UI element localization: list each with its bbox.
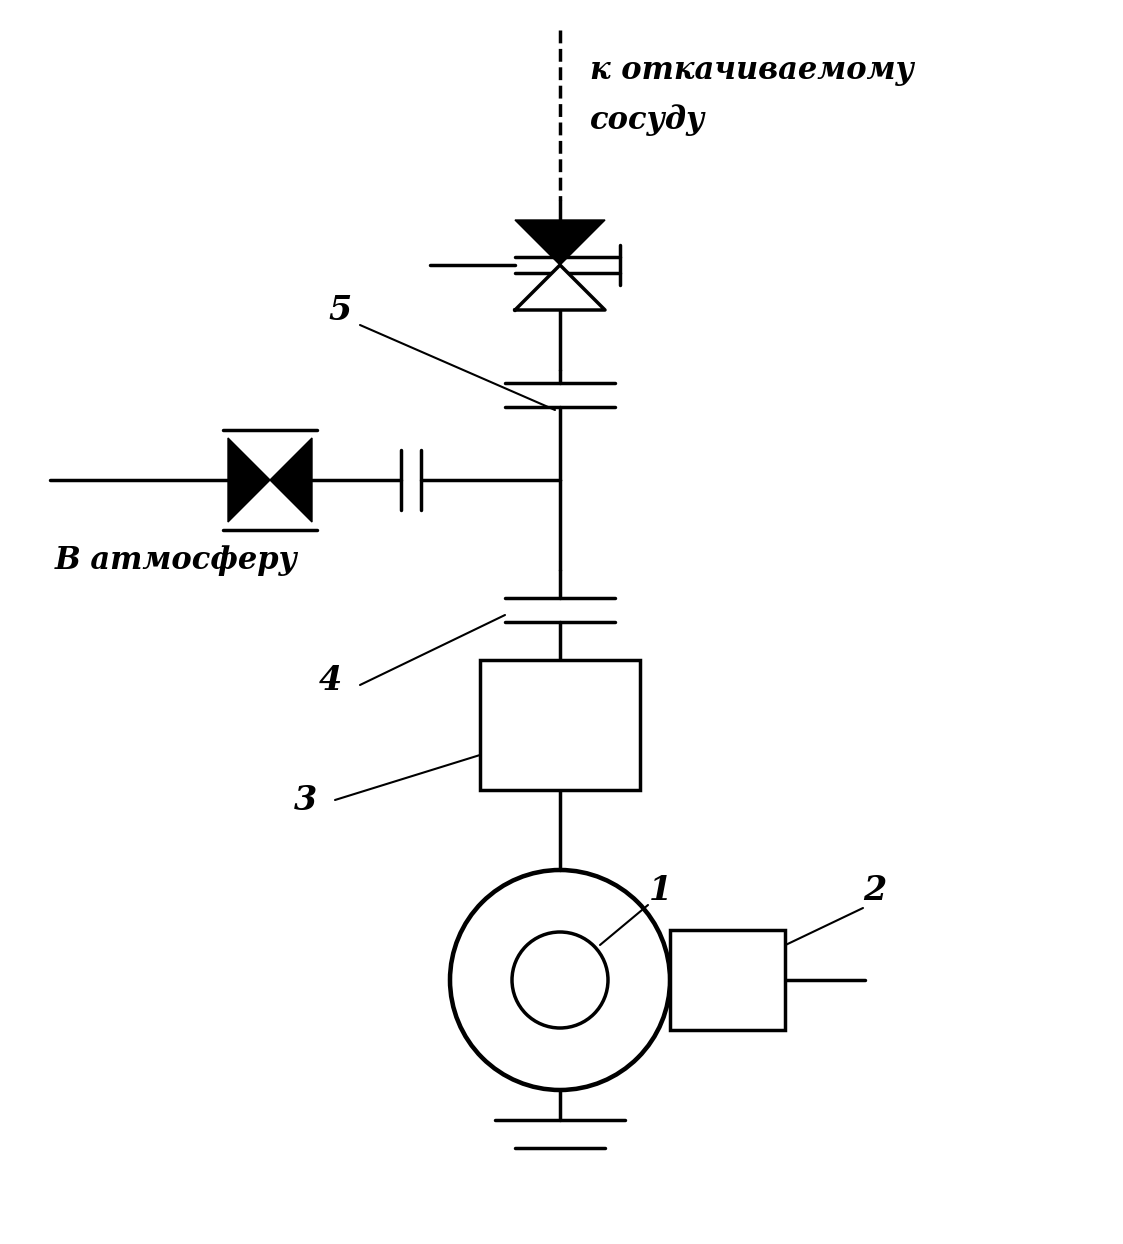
Text: 5: 5 xyxy=(328,294,351,326)
Text: В атмосферу: В атмосферу xyxy=(55,545,298,576)
Polygon shape xyxy=(228,438,270,522)
Text: 1: 1 xyxy=(648,873,672,907)
Text: 4: 4 xyxy=(319,663,341,697)
Text: к откачиваемому: к откачиваемому xyxy=(590,55,914,86)
Bar xyxy=(670,931,785,1030)
Polygon shape xyxy=(270,438,312,522)
Bar xyxy=(480,661,640,790)
Polygon shape xyxy=(515,220,605,265)
Text: сосуду: сосуду xyxy=(590,104,705,136)
Text: 2: 2 xyxy=(864,873,887,907)
Polygon shape xyxy=(515,265,605,310)
Text: 3: 3 xyxy=(293,784,317,816)
